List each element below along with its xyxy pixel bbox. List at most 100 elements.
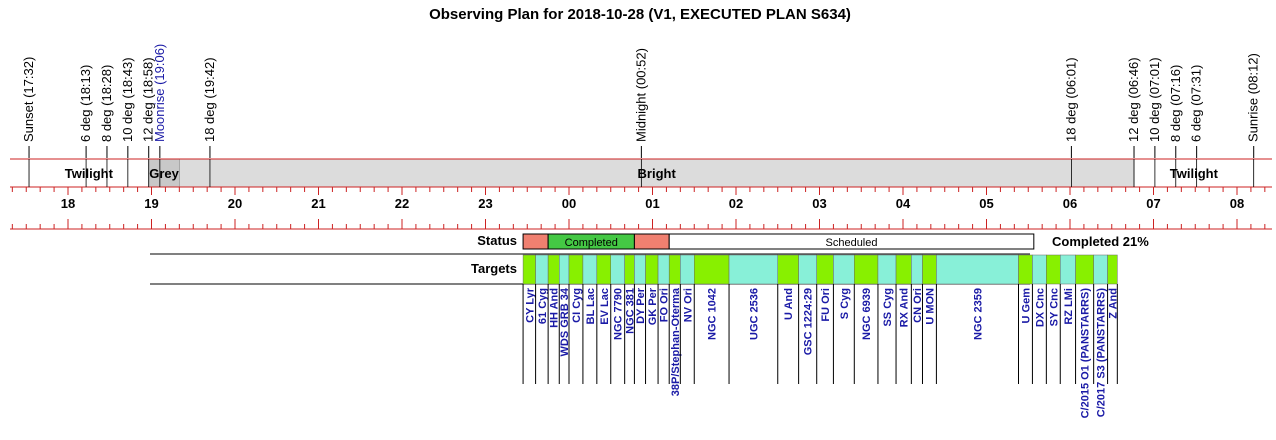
target-block [634,254,646,285]
sky-band [28,158,150,188]
hour-tick-label: 04 [896,196,911,211]
event-label: 10 deg (18:43) [120,57,135,142]
sky-band [1133,158,1255,188]
target-name: U MON [924,288,936,325]
target-name: CI Cyg [571,288,583,323]
sky-brightness-bands: Twilight Grey Bright Twilight [10,158,1272,230]
target-name: U And [783,288,795,320]
target-name: NGC 7790 [613,288,625,340]
sky-band [179,158,1135,188]
hour-tick-label: 07 [1146,196,1160,211]
hour-tick-label: 22 [395,196,409,211]
hour-axis: 18 19 20 21 22 23 00 01 02 03 04 05 06 07 08 [11,187,1266,229]
target-name: 38P/Stephan-Oterma [670,287,682,396]
target-name: 61 Cyg [537,288,549,324]
hour-tick-label: 21 [311,196,325,211]
target-name: U Gem [1020,288,1032,324]
target-block [1107,254,1118,285]
hour-tick-label: 08 [1230,196,1244,211]
target-block [1060,254,1076,285]
status-segment-label: Completed [565,237,618,249]
target-block [816,254,834,285]
completed-percentage: Completed 21% [1052,234,1149,249]
target-block [1018,254,1033,285]
target-name: FU Ori [820,288,832,322]
target-name: NGC 2359 [972,288,984,340]
hour-tick-label: 05 [979,196,993,211]
target-block [610,254,625,285]
hour-tick-label: 19 [144,196,158,211]
target-block [895,254,912,285]
target-name: SS Cyg [882,288,894,327]
target-block [798,254,817,285]
target-name: HH And [549,288,561,328]
target-block [522,254,536,285]
target-name: EV Lac [599,288,611,325]
event-label: Midnight (00:52) [633,48,648,142]
target-name: CY Lyr [524,287,536,323]
event-label: 18 deg (19:42) [202,57,217,142]
target-name: DY Per [635,287,647,324]
target-name: RX And [899,288,911,327]
target-name: NGC 1042 [707,288,719,340]
target-name: BL Lac [585,288,597,324]
target-block [1075,254,1094,285]
target-block [582,254,598,285]
event-label: 6 deg (18:13) [78,65,93,142]
chart-title: Observing Plan for 2018-10-28 (V1, EXECU… [429,6,851,23]
event-label: 18 deg (06:01) [1063,57,1078,142]
target-name: RZ LMi [1063,288,1075,325]
event-label: Sunset (17:32) [21,57,36,142]
status-segment [668,233,1035,250]
target-block [680,254,695,285]
event-label: 12 deg (18:58) [141,57,156,142]
target-name: WDS GRB 34 [559,287,571,356]
sky-band-label: Twilight [65,166,114,181]
target-name: FO Ori [659,288,671,322]
sky-band-label: Twilight [1170,166,1219,181]
target-block [1032,254,1047,285]
target-name: C/2017 S3 (PANSTARRS) [1096,288,1108,418]
target-name: UGC 2536 [748,288,760,340]
target-block [1046,254,1061,285]
event-label: 8 deg (18:28) [99,65,114,142]
event-label: 12 deg (06:46) [1126,57,1141,142]
event-label: 10 deg (07:01) [1147,57,1162,142]
event-label: Sunrise (08:12) [1246,53,1261,142]
target-block [777,254,799,285]
hour-tick-label: 06 [1063,196,1077,211]
target-block [833,254,855,285]
target-name: NGC 6939 [861,288,873,340]
target-name: C/2015 O1 (PANSTARRS) [1080,288,1092,419]
status-segment [633,233,670,250]
target-name: NGC 381 [625,288,637,334]
hour-tick-label: 00 [562,196,576,211]
target-block [596,254,611,285]
target-name: GSC 1224:29 [803,288,815,355]
target-name: Z And [1107,288,1119,319]
hour-tick-label: 01 [645,196,659,211]
event-label: 8 deg (07:16) [1168,65,1183,142]
event-label: 6 deg (07:31) [1189,65,1204,142]
status-segment [522,233,549,250]
target-block [922,254,937,285]
target-block [645,254,659,285]
target-block [911,254,923,285]
target-name: SY Cnc [1048,288,1060,326]
target-block [668,254,681,285]
hour-tick-label: 03 [812,196,826,211]
target-name: DX Cnc [1034,288,1046,327]
targets-row-label: Targets [471,261,517,276]
target-block [854,254,879,285]
status-row: Status Completed Scheduled Completed 21% [477,233,1149,250]
sky-band-label: Bright [638,166,677,181]
hour-tick-label: 18 [61,196,75,211]
target-name: NV Ori [682,288,694,322]
target-block [547,254,560,285]
sky-band-label: Grey [149,166,179,181]
target-block [535,254,549,285]
target-name: CN Ori [912,288,924,323]
hour-tick-label: 02 [729,196,743,211]
